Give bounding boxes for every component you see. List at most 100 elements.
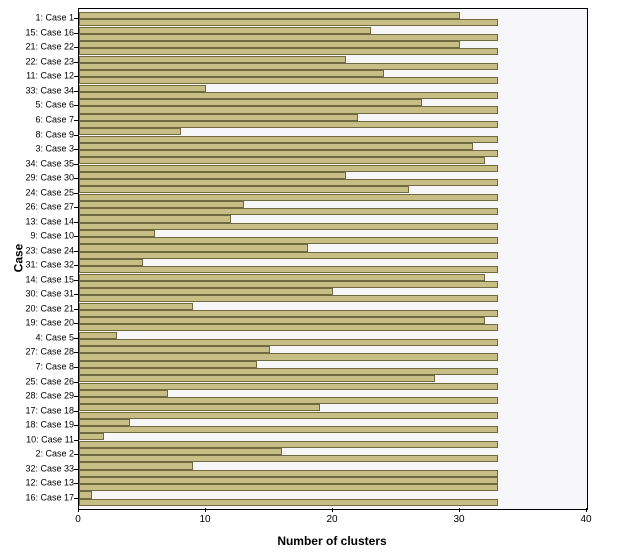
bar-full [79, 412, 498, 419]
bar-full [79, 223, 498, 230]
x-tick [586, 508, 587, 512]
bar-short [79, 404, 320, 411]
y-axis-label: 32: Case 33 [0, 464, 74, 473]
y-tick [74, 294, 78, 295]
bar-short [79, 274, 485, 281]
bar-short [79, 12, 460, 19]
y-tick [74, 265, 78, 266]
bar-short [79, 41, 460, 48]
y-axis-label: 14: Case 15 [0, 275, 74, 284]
bar-short [79, 303, 193, 310]
bar-full [79, 77, 498, 84]
y-axis-label: 4: Case 5 [0, 333, 74, 342]
y-axis-label: 13: Case 14 [0, 217, 74, 226]
y-axis-label: 5: Case 6 [0, 101, 74, 110]
y-axis-label: 31: Case 32 [0, 261, 74, 270]
bar-short [79, 143, 473, 150]
bar-short [79, 85, 206, 92]
bar-full [79, 353, 498, 360]
y-tick [74, 498, 78, 499]
bar-full [79, 92, 498, 99]
y-tick [74, 47, 78, 48]
bar-full [79, 63, 498, 70]
y-tick [74, 396, 78, 397]
y-axis-label: 2: Case 2 [0, 450, 74, 459]
bar-short [79, 346, 270, 353]
y-tick [74, 338, 78, 339]
bar-full [79, 150, 498, 157]
y-axis-label: 30: Case 31 [0, 290, 74, 299]
bar-full [79, 136, 498, 143]
y-tick [74, 178, 78, 179]
y-axis-label: 26: Case 27 [0, 203, 74, 212]
bar-short [79, 361, 257, 368]
bar-full [79, 179, 498, 186]
bar-short [79, 491, 92, 498]
bar-full [79, 194, 498, 201]
bar-full [79, 484, 498, 491]
chart-container: Case Number of clusters 1: Case 115: Cas… [0, 0, 626, 559]
bar-full [79, 165, 498, 172]
y-axis-label: 24: Case 25 [0, 188, 74, 197]
bar-short [79, 230, 155, 237]
bar-short [79, 288, 333, 295]
x-axis-title: Number of clusters [78, 534, 586, 548]
bar-full [79, 237, 498, 244]
bar-full [79, 48, 498, 55]
y-tick [74, 91, 78, 92]
bar-short [79, 201, 244, 208]
y-axis-label: 1: Case 1 [0, 14, 74, 23]
bar-full [79, 324, 498, 331]
y-axis-label: 29: Case 30 [0, 174, 74, 183]
bar-full [79, 310, 498, 317]
x-axis-label: 40 [580, 514, 591, 525]
y-axis-label: 33: Case 34 [0, 86, 74, 95]
y-tick [74, 120, 78, 121]
bar-short [79, 172, 346, 179]
y-tick [74, 236, 78, 237]
y-axis-label: 3: Case 3 [0, 145, 74, 154]
x-axis-label: 10 [199, 514, 210, 525]
y-axis-label: 15: Case 16 [0, 28, 74, 37]
bar-full [79, 252, 498, 259]
bar-short [79, 99, 422, 106]
x-axis-label: 30 [453, 514, 464, 525]
y-tick [74, 193, 78, 194]
y-axis-label: 28: Case 29 [0, 392, 74, 401]
bar-full [79, 383, 498, 390]
bar-full [79, 499, 498, 506]
plot-area [78, 8, 588, 510]
bar-short [79, 157, 485, 164]
bar-short [79, 433, 104, 440]
bar-full [79, 281, 498, 288]
y-tick [74, 309, 78, 310]
bar-short [79, 448, 282, 455]
bar-full [79, 266, 498, 273]
bar-short [79, 375, 435, 382]
bar-short [79, 215, 231, 222]
y-tick [74, 425, 78, 426]
bar-short [79, 477, 498, 484]
bar-full [79, 19, 498, 26]
y-axis-label: 25: Case 26 [0, 377, 74, 386]
y-tick [74, 483, 78, 484]
y-tick [74, 149, 78, 150]
y-axis-label: 11: Case 12 [0, 72, 74, 81]
y-tick [74, 454, 78, 455]
y-tick [74, 33, 78, 34]
y-tick [74, 323, 78, 324]
bar-full [79, 34, 498, 41]
y-tick [74, 135, 78, 136]
bar-short [79, 419, 130, 426]
bar-full [79, 441, 498, 448]
y-axis-label: 17: Case 18 [0, 406, 74, 415]
y-tick [74, 164, 78, 165]
bar-full [79, 455, 498, 462]
y-tick [74, 251, 78, 252]
bar-full [79, 208, 498, 215]
bar-short [79, 186, 409, 193]
bar-short [79, 462, 193, 469]
bar-short [79, 259, 143, 266]
bar-short [79, 244, 308, 251]
y-axis-label: 8: Case 9 [0, 130, 74, 139]
